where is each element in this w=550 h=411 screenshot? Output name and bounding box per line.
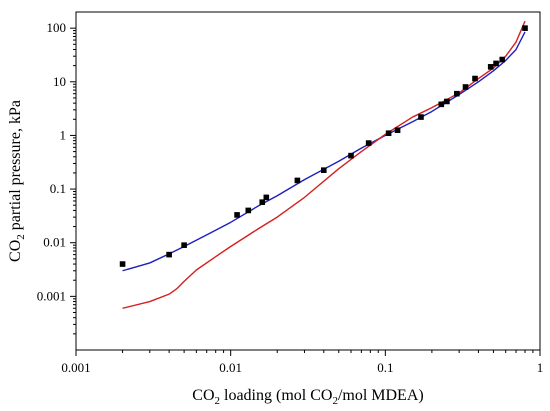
data-point <box>119 261 126 267</box>
y-tick-label: 0.1 <box>50 181 66 196</box>
data-point <box>259 199 266 205</box>
data-point <box>444 98 450 105</box>
x-tick-label: 0.01 <box>219 360 242 375</box>
series-2-line <box>122 20 526 309</box>
series-layer <box>119 20 528 309</box>
x-tick-label: 0.1 <box>377 360 393 375</box>
data-point <box>348 152 354 159</box>
x-axis-title: CO2 loading (mol CO2/mol MDEA) <box>192 387 423 407</box>
data-point <box>234 212 240 218</box>
data-point <box>263 194 270 201</box>
data-point <box>166 251 172 258</box>
y-tick-label: 100 <box>47 20 67 35</box>
data-point <box>438 101 445 108</box>
data-point <box>454 90 460 97</box>
data-point <box>472 75 478 82</box>
data-point <box>418 114 424 120</box>
data-point <box>385 130 392 137</box>
data-point <box>394 127 401 134</box>
series-1-line <box>122 31 526 272</box>
y-tick-label: 10 <box>53 74 66 89</box>
x-tick-label: 0.001 <box>61 360 90 375</box>
x-tick-label: 1 <box>537 360 544 375</box>
data-point <box>181 242 187 248</box>
y-axis: 0.001 0.01 0.1 1 10 100 <box>37 20 76 335</box>
data-point <box>487 64 494 70</box>
data-point <box>245 207 252 214</box>
data-point <box>294 177 301 184</box>
data-point <box>493 60 499 67</box>
x-axis: 0.001 0.01 0.1 1 <box>61 350 543 375</box>
data-point <box>365 140 372 146</box>
y-axis-title: CO2 partial pressure, kPa <box>7 100 27 262</box>
data-point <box>499 56 506 63</box>
data-point <box>522 25 528 31</box>
y-tick-label: 0.01 <box>43 235 66 250</box>
data-point <box>462 84 469 90</box>
y-tick-label: 0.001 <box>37 288 66 303</box>
data-point <box>320 167 327 173</box>
y-tick-label: 1 <box>60 127 67 142</box>
plot-frame <box>75 11 541 351</box>
